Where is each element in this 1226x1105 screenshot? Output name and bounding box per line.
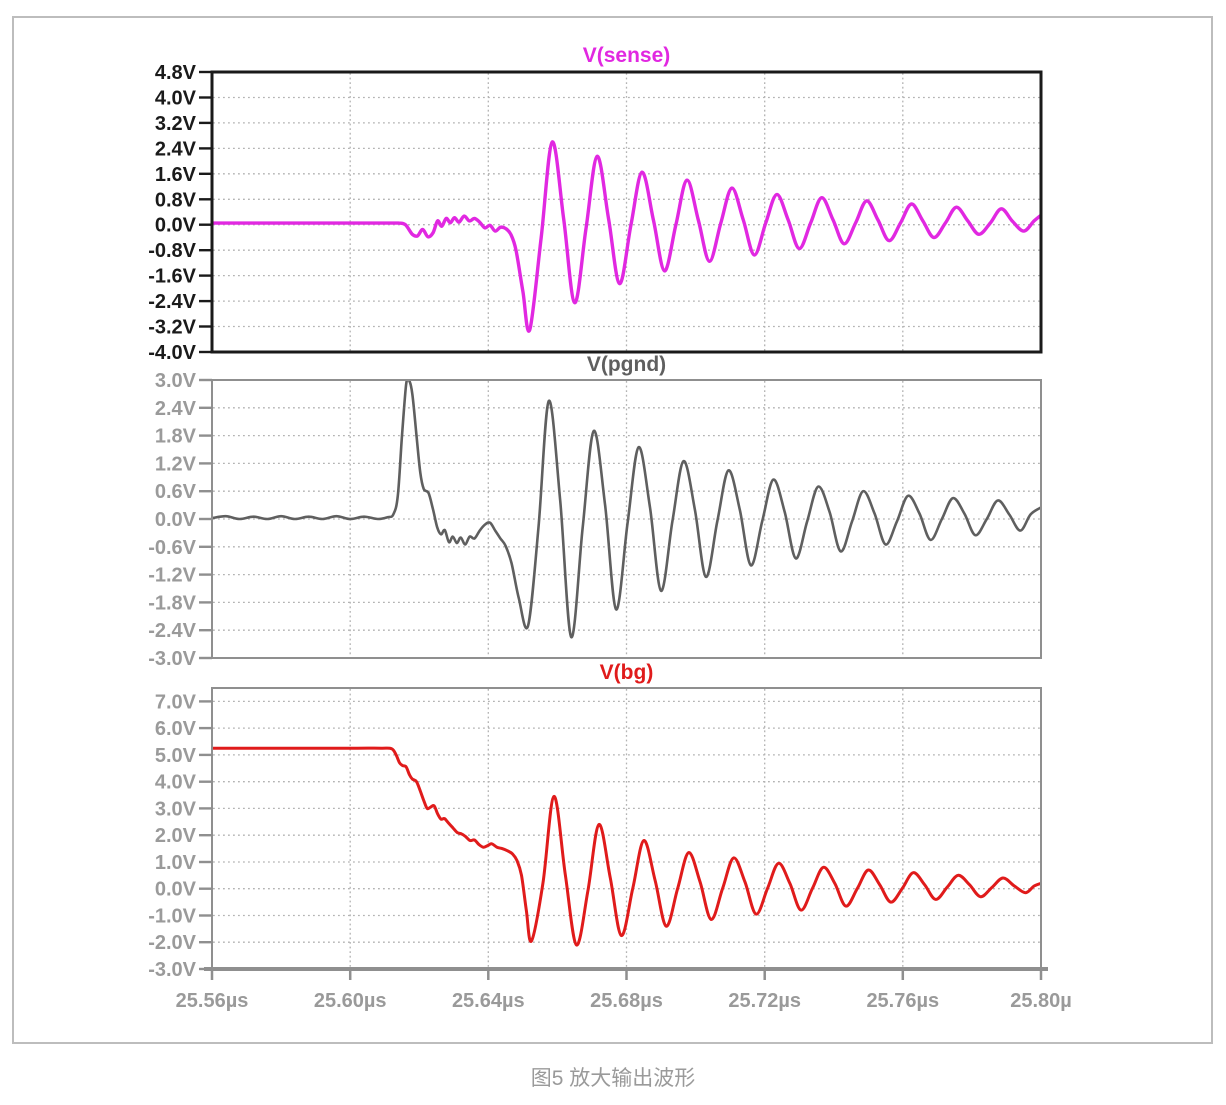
y-tick-label: -1.0V xyxy=(148,906,196,928)
x-tick-label: 25.76µs xyxy=(866,990,939,1012)
y-tick-label: -4.0V xyxy=(148,342,196,364)
y-tick-label: 0.0V xyxy=(155,509,197,531)
y-tick-label: 6.0V xyxy=(155,718,197,740)
y-tick-label: 2.0V xyxy=(155,825,197,847)
y-tick-label: -1.6V xyxy=(148,266,196,288)
y-tick-label: -1.8V xyxy=(148,592,196,614)
y-tick-label: 1.8V xyxy=(155,426,197,448)
y-tick-label: 3.0V xyxy=(155,370,197,392)
x-tick-label: 25.60µs xyxy=(314,990,387,1012)
trace-bg xyxy=(212,746,1041,947)
plot-border-sense xyxy=(210,70,1043,354)
y-tick-label: -1.2V xyxy=(148,565,196,587)
plot-title-vsense: V(sense) xyxy=(582,44,671,67)
trace-sense xyxy=(212,140,1041,333)
x-tick-label: 25.56µs xyxy=(176,990,249,1012)
y-tick-label: 4.8V xyxy=(155,62,197,84)
y-tick-label: 1.2V xyxy=(155,453,197,475)
y-tick-label: 4.0V xyxy=(155,88,197,110)
trace-pgnd xyxy=(212,380,1041,639)
y-tick-label: -2.4V xyxy=(148,291,196,313)
x-tick-label: 25.64µs xyxy=(452,990,525,1012)
plot-pgnd: 3.0V 2.4V 1.8V 1.2V 0.6V 0.0V -0.6V -1.2V -1.8V -… xyxy=(148,370,1042,670)
x-tick-label: 25.72µs xyxy=(728,990,801,1012)
plot-title-vbg: V(bg) xyxy=(599,661,654,684)
y-tick-label: 0.6V xyxy=(155,481,197,503)
plot-sense: 4.8V 4.0V 3.2V 2.4V 1.6V 0.8V 0.0V -0.8V -1.6V -2… xyxy=(148,62,1043,364)
y-tick-label: 2.4V xyxy=(155,138,197,160)
y-tick-label: 2.4V xyxy=(155,398,197,420)
y-tick-label: 0.0V xyxy=(155,215,197,237)
y-tick-label: 3.0V xyxy=(155,798,197,820)
y-tick-label: -2.0V xyxy=(148,932,196,954)
x-tick-label: 25.68µs xyxy=(590,990,663,1012)
y-tick-label: -0.6V xyxy=(148,537,196,559)
y-tick-label: 0.8V xyxy=(155,189,197,211)
y-tick-label: -0.8V xyxy=(148,240,196,262)
x-tick-label: 25.80µ xyxy=(1010,990,1072,1012)
plot-title-vpgnd: V(pgnd) xyxy=(586,353,667,376)
y-tick-label: 3.2V xyxy=(155,113,197,135)
y-tick-label: -3.0V xyxy=(148,648,196,670)
y-tick-label: 1.0V xyxy=(155,852,197,874)
y-tick-label: -3.2V xyxy=(148,317,196,339)
y-tick-label: 7.0V xyxy=(155,691,197,713)
y-tick-label: 0.0V xyxy=(155,879,197,901)
y-tick-label: 5.0V xyxy=(155,745,197,767)
figure-caption: 图5 放大输出波形 xyxy=(530,1067,696,1090)
y-tick-label: -2.4V xyxy=(148,620,196,642)
y-tick-label: 4.0V xyxy=(155,772,197,794)
plot-bg: 7.0V 6.0V 5.0V 4.0V 3.0V 2.0V 1.0V 0.0V -1.0V -2.… xyxy=(148,687,1042,981)
y-tick-label: 1.6V xyxy=(155,164,197,186)
y-tick-label: -3.0V xyxy=(148,959,196,981)
time-axis: 25.56µs 25.60µs 25.64µs 25.68µs 25.72µs 25.76… xyxy=(176,967,1072,1012)
